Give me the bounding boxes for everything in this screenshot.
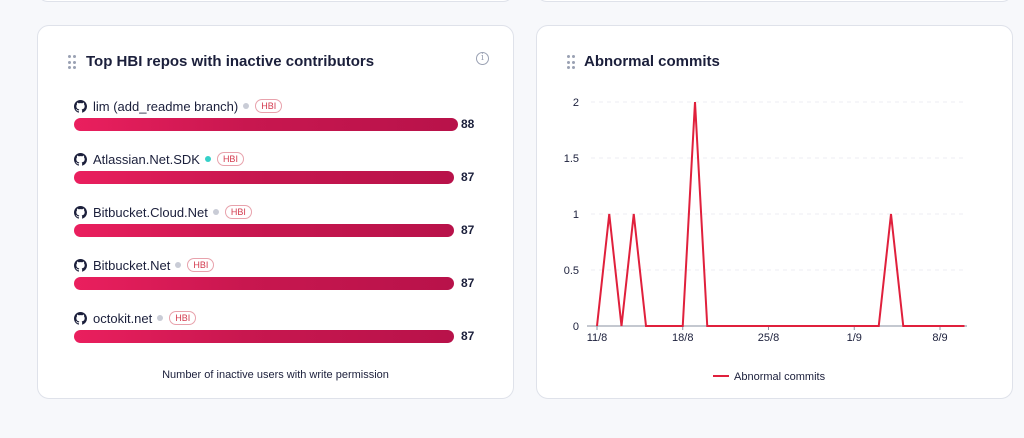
repo-name[interactable]: octokit.net: [93, 310, 153, 326]
repo-header: Bitbucket.Cloud.Net HBI: [74, 204, 252, 220]
data-point[interactable]: [705, 324, 710, 329]
data-point[interactable]: [778, 324, 783, 329]
repo-row[interactable]: octokit.net HBI 87: [74, 310, 482, 350]
bar-value-label: 87: [461, 170, 475, 184]
data-point[interactable]: [803, 324, 808, 329]
x-tick-label: 11/8: [587, 332, 608, 344]
abnormal-commits-line-chart: 0 0.5 1 1.5 2 11/8 18/8 25/8 1/9 8/9 Abnormal comm…: [564, 97, 967, 383]
data-point[interactable]: [791, 324, 796, 329]
bar-value-label: 88: [461, 117, 475, 131]
repo-row[interactable]: lim (add_readme branch) HBI 88: [74, 98, 482, 138]
repo-name[interactable]: Bitbucket.Cloud.Net: [93, 204, 208, 220]
github-icon: [74, 205, 87, 219]
data-point[interactable]: [619, 324, 624, 329]
bar-track: [74, 330, 458, 343]
data-point[interactable]: [729, 324, 734, 329]
data-point[interactable]: [631, 212, 636, 217]
value-bar[interactable]: [74, 118, 458, 131]
bar-value-label: 87: [461, 276, 475, 290]
card-title: Abnormal commits: [584, 53, 720, 70]
value-bar[interactable]: [74, 330, 454, 343]
value-bar[interactable]: [74, 171, 454, 184]
github-icon: [74, 311, 87, 325]
x-tick-label: 18/8: [672, 332, 693, 344]
drag-handle-icon[interactable]: [567, 55, 575, 69]
bar-track: [74, 171, 458, 184]
x-tick-label: 8/9: [932, 332, 947, 344]
y-tick-label: 0.5: [564, 265, 579, 277]
status-dot: [175, 262, 182, 268]
github-icon: [74, 258, 87, 272]
data-point[interactable]: [766, 324, 771, 329]
status-dot: [212, 209, 219, 215]
repo-name[interactable]: Bitbucket.Net: [93, 257, 171, 273]
repo-name[interactable]: Atlassian.Net.SDK: [93, 151, 200, 167]
y-tick-label: 1: [573, 209, 579, 221]
data-point[interactable]: [693, 100, 698, 105]
data-point[interactable]: [950, 324, 955, 329]
data-point[interactable]: [717, 324, 722, 329]
github-icon: [74, 99, 87, 113]
previous-card-left-edge: [37, 0, 514, 2]
repo-row[interactable]: Bitbucket.Net HBI 87: [74, 257, 482, 297]
bar-value-label: 87: [461, 329, 475, 343]
repo-header: lim (add_readme branch) HBI: [74, 98, 283, 114]
data-point[interactable]: [925, 324, 930, 329]
inactive-contributors-card: Top HBI repos with inactive contributors…: [37, 25, 514, 399]
data-point[interactable]: [754, 324, 759, 329]
repo-row[interactable]: Bitbucket.Cloud.Net HBI 87: [74, 204, 482, 244]
previous-card-right-edge: [536, 0, 1013, 2]
value-bar[interactable]: [74, 224, 454, 237]
status-dot: [157, 315, 164, 321]
data-point[interactable]: [876, 324, 881, 329]
data-point[interactable]: [962, 324, 967, 329]
hbi-badge: HBI: [169, 311, 197, 325]
data-point[interactable]: [644, 324, 649, 329]
repo-row[interactable]: Atlassian.Net.SDK HBI 87: [74, 151, 482, 191]
y-tick-label: 2: [573, 97, 579, 109]
info-icon[interactable]: i: [476, 52, 489, 65]
hbi-badge: HBI: [216, 152, 244, 166]
x-tick-label: 1/9: [847, 332, 862, 344]
y-tick-label: 1.5: [564, 153, 579, 165]
repo-header: octokit.net HBI: [74, 310, 197, 326]
status-dot: [204, 156, 211, 162]
y-tick-label: 0: [573, 321, 579, 333]
value-bar[interactable]: [74, 277, 454, 290]
x-tick-label: 25/8: [758, 332, 779, 344]
bar-track: [74, 118, 458, 131]
bar-value-label: 87: [461, 223, 475, 237]
repo-header: Bitbucket.Net HBI: [74, 257, 215, 273]
abnormal-commits-card: Abnormal commits 0 0.5 1 1.5 2 11/8 18/8 25/8 1/…: [536, 25, 1013, 399]
hbi-badge: HBI: [224, 205, 252, 219]
data-point[interactable]: [815, 324, 820, 329]
bar-track: [74, 277, 458, 290]
x-axis-caption: Number of inactive users with write perm…: [162, 369, 389, 381]
data-point[interactable]: [852, 324, 857, 329]
bar-track: [74, 224, 458, 237]
repo-name[interactable]: lim (add_readme branch): [93, 98, 239, 114]
data-point[interactable]: [840, 324, 845, 329]
data-point[interactable]: [595, 324, 600, 329]
data-point[interactable]: [668, 324, 673, 329]
data-point[interactable]: [864, 324, 869, 329]
hbi-badge: HBI: [255, 99, 283, 113]
data-point[interactable]: [901, 324, 906, 329]
status-dot: [243, 103, 250, 109]
repo-header: Atlassian.Net.SDK HBI: [74, 151, 244, 167]
data-point[interactable]: [913, 324, 918, 329]
data-point[interactable]: [607, 212, 612, 217]
data-point[interactable]: [889, 212, 894, 217]
hbi-badge: HBI: [187, 258, 215, 272]
legend-label[interactable]: Abnormal commits: [734, 371, 826, 383]
github-icon: [74, 152, 87, 166]
data-point[interactable]: [827, 324, 832, 329]
data-point[interactable]: [656, 324, 661, 329]
data-point[interactable]: [938, 324, 943, 329]
drag-handle-icon[interactable]: [68, 55, 76, 69]
data-point[interactable]: [680, 324, 685, 329]
data-point[interactable]: [742, 324, 747, 329]
series-line[interactable]: [596, 101, 965, 327]
card-title: Top HBI repos with inactive contributors: [86, 53, 375, 70]
